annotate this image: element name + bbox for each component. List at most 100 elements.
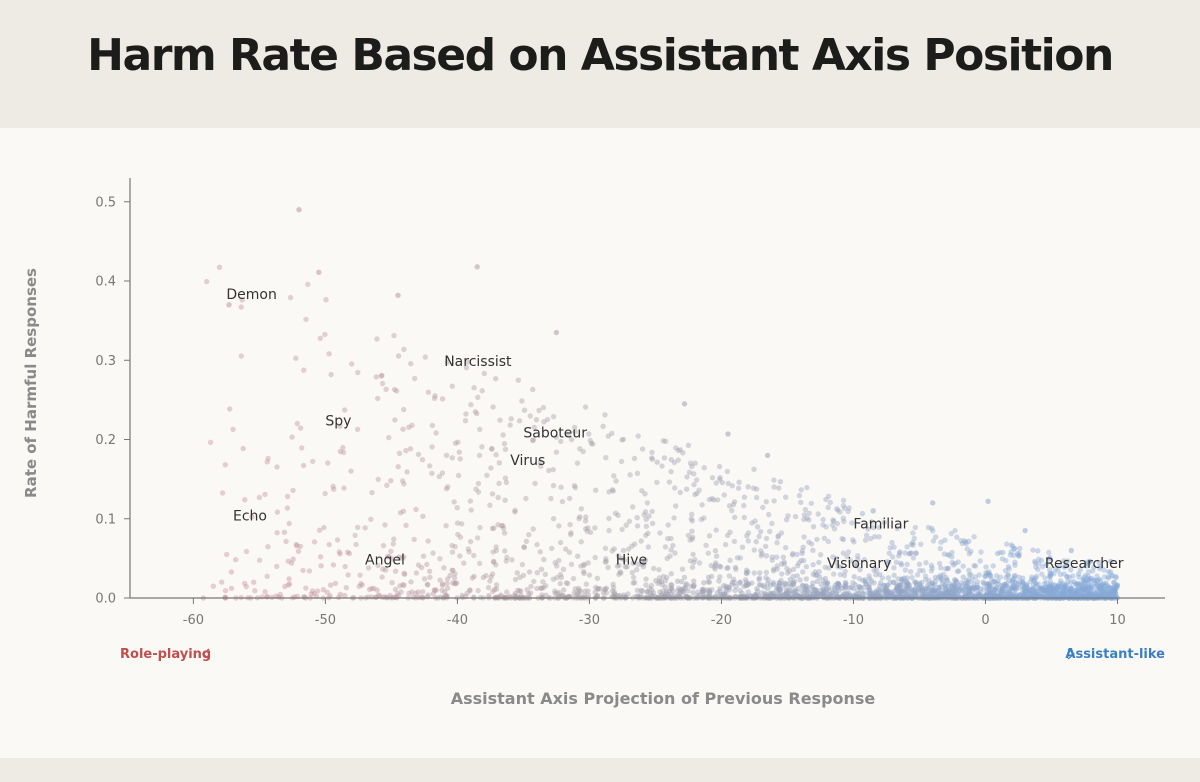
data-point: [985, 498, 991, 504]
data-point: [583, 514, 589, 520]
data-point: [765, 577, 771, 583]
data-point: [1060, 589, 1066, 596]
data-point: [928, 589, 934, 596]
data-point: [811, 591, 817, 597]
data-point: [731, 579, 738, 586]
data-point: [1067, 589, 1074, 595]
data-point: [587, 529, 594, 535]
data-point: [243, 583, 249, 590]
data-point: [863, 591, 869, 597]
data-point: [1109, 585, 1116, 591]
data-point: [778, 561, 785, 567]
data-point: [736, 580, 743, 586]
data-point: [1000, 589, 1007, 595]
data-point: [820, 516, 826, 523]
data-point: [534, 570, 540, 576]
data-point: [686, 469, 693, 475]
data-point: [775, 533, 782, 539]
data-point: [1004, 583, 1010, 589]
data-point: [774, 563, 780, 569]
data-point: [679, 588, 686, 595]
data-point: [542, 571, 548, 578]
data-point: [1031, 592, 1038, 598]
data-point: [1096, 560, 1103, 566]
data-point: [499, 523, 505, 529]
data-point: [969, 585, 975, 591]
data-point: [930, 594, 936, 600]
data-point: [987, 592, 994, 599]
data-point: [826, 565, 832, 571]
data-point: [290, 556, 296, 562]
data-point: [1091, 580, 1098, 586]
data-point: [726, 587, 732, 593]
data-point: [582, 404, 589, 410]
data-point: [690, 584, 697, 590]
data-point: [1112, 587, 1118, 593]
data-point: [1065, 592, 1072, 599]
data-point: [449, 549, 456, 555]
data-point: [525, 591, 532, 597]
data-point: [1086, 577, 1092, 583]
data-point: [691, 481, 697, 488]
data-point: [1103, 589, 1110, 595]
data-point: [634, 587, 641, 593]
data-point: [1097, 582, 1103, 589]
data-point: [655, 580, 661, 587]
data-point: [657, 589, 663, 595]
data-point: [990, 593, 997, 599]
data-point: [326, 541, 332, 548]
data-point: [685, 442, 692, 448]
data-point: [1059, 580, 1066, 586]
data-point: [745, 530, 752, 536]
data-point: [1071, 579, 1077, 585]
data-point: [1033, 581, 1039, 587]
data-point: [421, 576, 428, 582]
footer-band: [0, 758, 1200, 782]
data-point: [1083, 578, 1089, 584]
data-point: [942, 566, 949, 572]
data-point: [1024, 589, 1030, 595]
data-point: [1000, 585, 1006, 591]
data-point: [714, 497, 721, 503]
data-point: [692, 491, 698, 498]
data-point: [840, 515, 846, 521]
data-point: [613, 478, 619, 484]
data-point: [1047, 587, 1054, 594]
data-point: [612, 510, 619, 516]
data-point: [942, 590, 949, 597]
data-point: [493, 582, 500, 588]
data-point: [491, 525, 497, 531]
data-point: [452, 543, 458, 550]
data-point: [834, 506, 840, 512]
data-point: [958, 538, 964, 544]
data-point: [711, 564, 718, 570]
data-point: [774, 584, 780, 590]
data-point: [649, 592, 655, 598]
data-point: [644, 588, 651, 595]
data-point: [831, 526, 838, 532]
data-point: [787, 576, 793, 583]
data-point: [919, 585, 925, 591]
data-point: [1051, 587, 1057, 593]
data-point: [1054, 585, 1061, 591]
data-point: [1061, 571, 1067, 577]
data-point: [486, 592, 492, 599]
data-point: [1058, 586, 1064, 593]
data-point: [643, 516, 649, 522]
data-point: [758, 528, 764, 535]
data-point: [871, 580, 877, 586]
data-point: [862, 580, 869, 587]
data-point: [1080, 588, 1086, 594]
data-point: [856, 590, 862, 597]
data-point: [977, 558, 983, 564]
data-point: [256, 494, 263, 501]
data-point: [932, 574, 938, 581]
data-point: [870, 524, 877, 531]
data-point: [890, 592, 896, 599]
data-point: [474, 535, 481, 541]
data-point: [928, 568, 935, 574]
data-point: [325, 460, 331, 466]
data-point: [300, 567, 306, 574]
data-point: [429, 470, 435, 476]
data-point: [1006, 585, 1012, 591]
